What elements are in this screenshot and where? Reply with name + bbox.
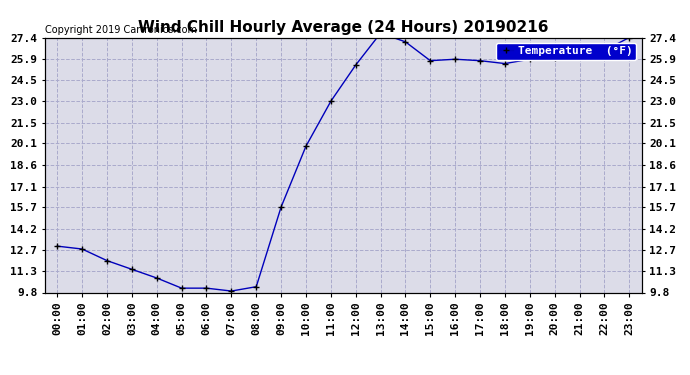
- Temperature  (°F): [277, 205, 285, 209]
- Text: Copyright 2019 Cartronics.com: Copyright 2019 Cartronics.com: [45, 25, 197, 35]
- Temperature  (°F): [302, 144, 310, 148]
- Temperature  (°F): [227, 289, 235, 293]
- Temperature  (°F): [128, 267, 136, 272]
- Temperature  (°F): [600, 48, 609, 53]
- Temperature  (°F): [103, 258, 111, 263]
- Legend: Temperature  (°F): Temperature (°F): [496, 43, 636, 60]
- Temperature  (°F): [575, 51, 584, 56]
- Temperature  (°F): [551, 56, 559, 60]
- Temperature  (°F): [53, 244, 61, 248]
- Temperature  (°F): [476, 58, 484, 63]
- Temperature  (°F): [377, 31, 385, 35]
- Temperature  (°F): [501, 62, 509, 66]
- Line: Temperature  (°F): Temperature (°F): [54, 30, 633, 294]
- Temperature  (°F): [326, 99, 335, 104]
- Temperature  (°F): [202, 286, 210, 290]
- Temperature  (°F): [625, 35, 633, 40]
- Temperature  (°F): [451, 57, 460, 62]
- Title: Wind Chill Hourly Average (24 Hours) 20190216: Wind Chill Hourly Average (24 Hours) 201…: [138, 20, 549, 35]
- Temperature  (°F): [426, 58, 435, 63]
- Temperature  (°F): [78, 247, 86, 251]
- Temperature  (°F): [352, 63, 360, 67]
- Temperature  (°F): [526, 57, 534, 62]
- Temperature  (°F): [252, 285, 260, 289]
- Temperature  (°F): [152, 276, 161, 280]
- Temperature  (°F): [177, 286, 186, 290]
- Temperature  (°F): [402, 40, 410, 44]
